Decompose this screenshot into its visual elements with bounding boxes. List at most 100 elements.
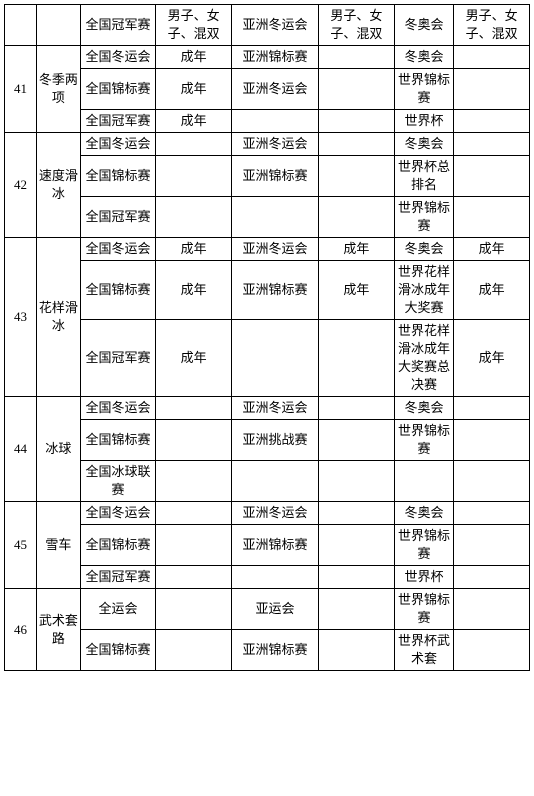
cell: 成年 (319, 238, 395, 261)
hdr-asia-detail: 男子、女子、混双 (319, 5, 395, 46)
table-row: 42 速度滑冰 全国冬运会 亚洲冬运会 冬奥会 (5, 133, 530, 156)
table-row: 46 武术套路 全运会 亚运会 世界锦标赛 (5, 589, 530, 630)
table-row: 全国锦标赛 亚洲锦标赛 世界杯总排名 (5, 156, 530, 197)
cell (156, 566, 232, 589)
cell: 成年 (156, 110, 232, 133)
cell (319, 397, 395, 420)
table-row: 43 花样滑冰 全国冬运会 成年 亚洲冬运会 成年 冬奥会 成年 (5, 238, 530, 261)
cell: 冬奥会 (394, 46, 454, 69)
cell: 亚洲冬运会 (231, 397, 318, 420)
cell (319, 110, 395, 133)
table-row: 全国冠军赛 世界锦标赛 (5, 197, 530, 238)
cell (319, 420, 395, 461)
cell: 成年 (156, 46, 232, 69)
cell: 亚洲锦标赛 (231, 46, 318, 69)
cell: 成年 (454, 320, 530, 397)
cell (454, 397, 530, 420)
cell: 世界杯总排名 (394, 156, 454, 197)
cell: 全国锦标赛 (80, 69, 156, 110)
cell (231, 461, 318, 502)
cell: 全国冬运会 (80, 133, 156, 156)
idx-43: 43 (5, 238, 37, 397)
cell: 全国冠军赛 (80, 197, 156, 238)
table-row: 全国锦标赛 亚洲锦标赛 世界杯武术套 (5, 630, 530, 671)
cell: 成年 (156, 69, 232, 110)
table-row: 全国冠军赛 成年 世界花样滑冰成年大奖赛总决赛 成年 (5, 320, 530, 397)
cell (454, 197, 530, 238)
cell (319, 69, 395, 110)
cell: 全国锦标赛 (80, 630, 156, 671)
cell (319, 133, 395, 156)
cell: 成年 (156, 238, 232, 261)
table-row: 44 冰球 全国冬运会 亚洲冬运会 冬奥会 (5, 397, 530, 420)
cell: 亚洲挑战赛 (231, 420, 318, 461)
table-row: 全国冠军赛 成年 世界杯 (5, 110, 530, 133)
cell: 冬奥会 (394, 502, 454, 525)
cell (156, 133, 232, 156)
name-42: 速度滑冰 (37, 133, 81, 238)
cell: 全国冰球联赛 (80, 461, 156, 502)
hdr-national: 全国冠军赛 (80, 5, 156, 46)
cell: 全国锦标赛 (80, 261, 156, 320)
cell: 冬奥会 (394, 133, 454, 156)
cell (454, 525, 530, 566)
cell: 世界杯 (394, 110, 454, 133)
idx-45: 45 (5, 502, 37, 589)
cell: 成年 (156, 320, 232, 397)
table-row: 全国冰球联赛 (5, 461, 530, 502)
sports-table: 全国冠军赛 男子、女子、混双 亚洲冬运会 男子、女子、混双 冬奥会 男子、女子、… (4, 4, 530, 671)
cell (156, 420, 232, 461)
cell (156, 197, 232, 238)
cell (454, 461, 530, 502)
cell: 全国冬运会 (80, 46, 156, 69)
cell: 世界锦标赛 (394, 589, 454, 630)
cell: 冬奥会 (394, 238, 454, 261)
cell: 亚洲冬运会 (231, 502, 318, 525)
cell: 冬奥会 (394, 397, 454, 420)
cell: 亚洲冬运会 (231, 69, 318, 110)
hdr-blank-2 (37, 5, 81, 46)
cell: 亚洲锦标赛 (231, 630, 318, 671)
cell: 世界花样滑冰成年大奖赛 (394, 261, 454, 320)
cell: 全国锦标赛 (80, 420, 156, 461)
idx-42: 42 (5, 133, 37, 238)
cell: 世界锦标赛 (394, 420, 454, 461)
cell (319, 320, 395, 397)
cell (454, 110, 530, 133)
cell (454, 589, 530, 630)
cell (319, 525, 395, 566)
cell: 成年 (454, 261, 530, 320)
cell: 全国冬运会 (80, 238, 156, 261)
cell (319, 197, 395, 238)
cell: 全国锦标赛 (80, 156, 156, 197)
hdr-asia: 亚洲冬运会 (231, 5, 318, 46)
hdr-blank-1 (5, 5, 37, 46)
cell (156, 156, 232, 197)
hdr-world: 冬奥会 (394, 5, 454, 46)
cell: 世界花样滑冰成年大奖赛总决赛 (394, 320, 454, 397)
cell (231, 320, 318, 397)
cell (231, 197, 318, 238)
hdr-national-detail: 男子、女子、混双 (156, 5, 232, 46)
cell: 亚洲锦标赛 (231, 261, 318, 320)
name-43: 花样滑冰 (37, 238, 81, 397)
cell: 成年 (319, 261, 395, 320)
table-row: 全国锦标赛 成年 亚洲冬运会 世界锦标赛 (5, 69, 530, 110)
cell: 世界杯武术套 (394, 630, 454, 671)
idx-44: 44 (5, 397, 37, 502)
cell: 世界锦标赛 (394, 525, 454, 566)
cell: 亚洲冬运会 (231, 238, 318, 261)
idx-46: 46 (5, 589, 37, 671)
cell (319, 589, 395, 630)
name-45: 雪车 (37, 502, 81, 589)
cell (319, 156, 395, 197)
idx-41: 41 (5, 46, 37, 133)
name-41: 冬季两项 (37, 46, 81, 133)
cell: 亚洲冬运会 (231, 133, 318, 156)
cell: 全国冠军赛 (80, 320, 156, 397)
cell (454, 502, 530, 525)
cell (319, 502, 395, 525)
cell (454, 46, 530, 69)
cell (394, 461, 454, 502)
cell (156, 630, 232, 671)
